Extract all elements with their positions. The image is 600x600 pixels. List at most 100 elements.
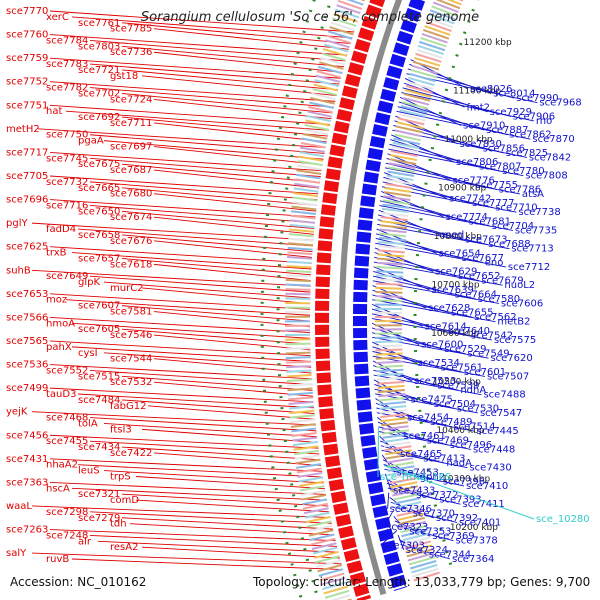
- left-leader-line: [89, 511, 332, 524]
- feature-stripe: [285, 342, 311, 346]
- left-leader-line: [153, 98, 332, 120]
- left-leader-line: [77, 228, 313, 247]
- feature-stripe: [382, 199, 410, 206]
- left-leader-line: [49, 104, 331, 125]
- feature-stripe: [383, 195, 411, 202]
- feature-stripe: [301, 494, 327, 501]
- feature-stripe: [297, 471, 323, 478]
- left-leader-line: [103, 352, 312, 368]
- feature-stripe: [389, 477, 417, 485]
- feature-stripe: [375, 344, 403, 348]
- feature-stripe: [395, 129, 422, 138]
- left-leader-line: [49, 81, 336, 102]
- left-leader-line: [89, 40, 346, 62]
- right-gene-label: sce8014: [493, 89, 535, 100]
- feature-stripe: [425, 21, 452, 33]
- right-gene-label: sce7507: [487, 371, 529, 382]
- feature-stripe: [288, 237, 314, 242]
- feature-stripe: [435, 0, 461, 10]
- right-leader-line: [374, 256, 480, 282]
- feature-stripe: [385, 178, 413, 185]
- right-leader-line: [396, 110, 531, 140]
- feature-stripe: [301, 137, 327, 145]
- feature-stripe: [375, 290, 403, 294]
- right-gene-label: sce7303: [383, 540, 425, 551]
- right-leader-line: [374, 388, 455, 409]
- left-gene-label: sce7546: [110, 330, 152, 341]
- left-leader-line: [89, 157, 321, 177]
- right-gene-label: sce7990: [516, 93, 558, 104]
- right-leader-line: [373, 369, 459, 391]
- right-leader-line: [397, 534, 405, 551]
- feature-stripe: [285, 283, 311, 287]
- feature-stripe: [447, 0, 462, 6]
- right-gene-label: sce7549: [467, 349, 509, 360]
- feature-stripe: [302, 498, 328, 506]
- left-gene-label: suhB: [6, 265, 31, 276]
- right-gene-label: sce7755: [476, 180, 518, 191]
- feature-stripe: [318, 568, 344, 577]
- right-gene-label: sce7710: [495, 203, 537, 214]
- feature-stripe: [402, 532, 429, 542]
- left-gene-label: sce7751: [6, 100, 48, 111]
- feature-stripe: [382, 203, 410, 210]
- right-gene-label: med: [442, 230, 464, 241]
- right-gene-label: sce7562: [474, 312, 516, 323]
- right-leader-line: [388, 148, 524, 177]
- feature-stripe: [380, 413, 408, 419]
- left-leader-line: [141, 428, 318, 443]
- left-gene-label: sce7653: [6, 289, 48, 300]
- left-leader-line: [89, 63, 340, 85]
- right-gene-label: sce7393: [439, 495, 481, 506]
- left-gene-label: leuS: [78, 466, 100, 477]
- feature-stripe: [397, 117, 425, 126]
- right-gene-label: sce7654: [439, 248, 481, 259]
- left-gene-label: sce7566: [6, 312, 48, 323]
- reverse-gene-band: [353, 0, 426, 591]
- feature-stripe: [386, 461, 414, 468]
- feature-stripe: [384, 445, 412, 452]
- feature-stripe: [400, 105, 428, 114]
- left-gene-label: hmoA: [46, 318, 75, 329]
- right-gene-label: sce7887: [486, 125, 528, 136]
- right-gene-label: sce7600: [421, 340, 463, 351]
- left-gene-label: sce7263: [6, 525, 48, 536]
- left-gene-label: sce7434: [78, 442, 120, 453]
- left-gene-label: sce7674: [110, 212, 152, 223]
- forward-gene-band: [315, 0, 386, 600]
- feature-stripe: [294, 449, 320, 456]
- left-leader-line: [153, 216, 314, 235]
- right-gene-label: sce7856: [483, 143, 525, 154]
- feature-stripe: [422, 29, 450, 40]
- feature-stripe: [392, 489, 420, 497]
- feature-stripe: [376, 261, 404, 266]
- right-leader-line: [379, 205, 513, 231]
- left-leader-line: [153, 122, 327, 143]
- left-leader-line: [49, 10, 355, 33]
- left-leader-line: [71, 558, 344, 571]
- feature-stripe: [333, 12, 358, 23]
- right-gene-label: sce7448: [473, 444, 515, 455]
- rna-gene-label: sce_10280: [536, 514, 590, 525]
- left-leader-line: [153, 358, 312, 374]
- left-leader-line: [121, 446, 321, 461]
- right-gene-label: sce7392: [436, 513, 478, 524]
- feature-stripe: [286, 256, 313, 260]
- feature-stripe: [381, 425, 409, 431]
- feature-stripe: [310, 537, 336, 546]
- feature-stripe: [381, 421, 409, 427]
- feature-stripe: [395, 125, 423, 134]
- left-gene-label: sce7724: [110, 94, 152, 105]
- feature-stripe: [302, 132, 328, 140]
- left-leader-line: [97, 540, 339, 553]
- left-gene-label: sce7782: [46, 83, 88, 94]
- left-leader-line: [71, 16, 353, 39]
- feature-stripe: [394, 501, 422, 509]
- left-gene-label: trpS: [110, 472, 131, 483]
- left-gene-label: sce7422: [110, 448, 152, 459]
- feature-stripe: [416, 48, 443, 59]
- left-leader-line: [135, 499, 330, 513]
- left-leader-line: [49, 151, 322, 172]
- ruler-label: 11200 kbp: [464, 38, 512, 48]
- right-gene-label: sce7369: [432, 531, 474, 542]
